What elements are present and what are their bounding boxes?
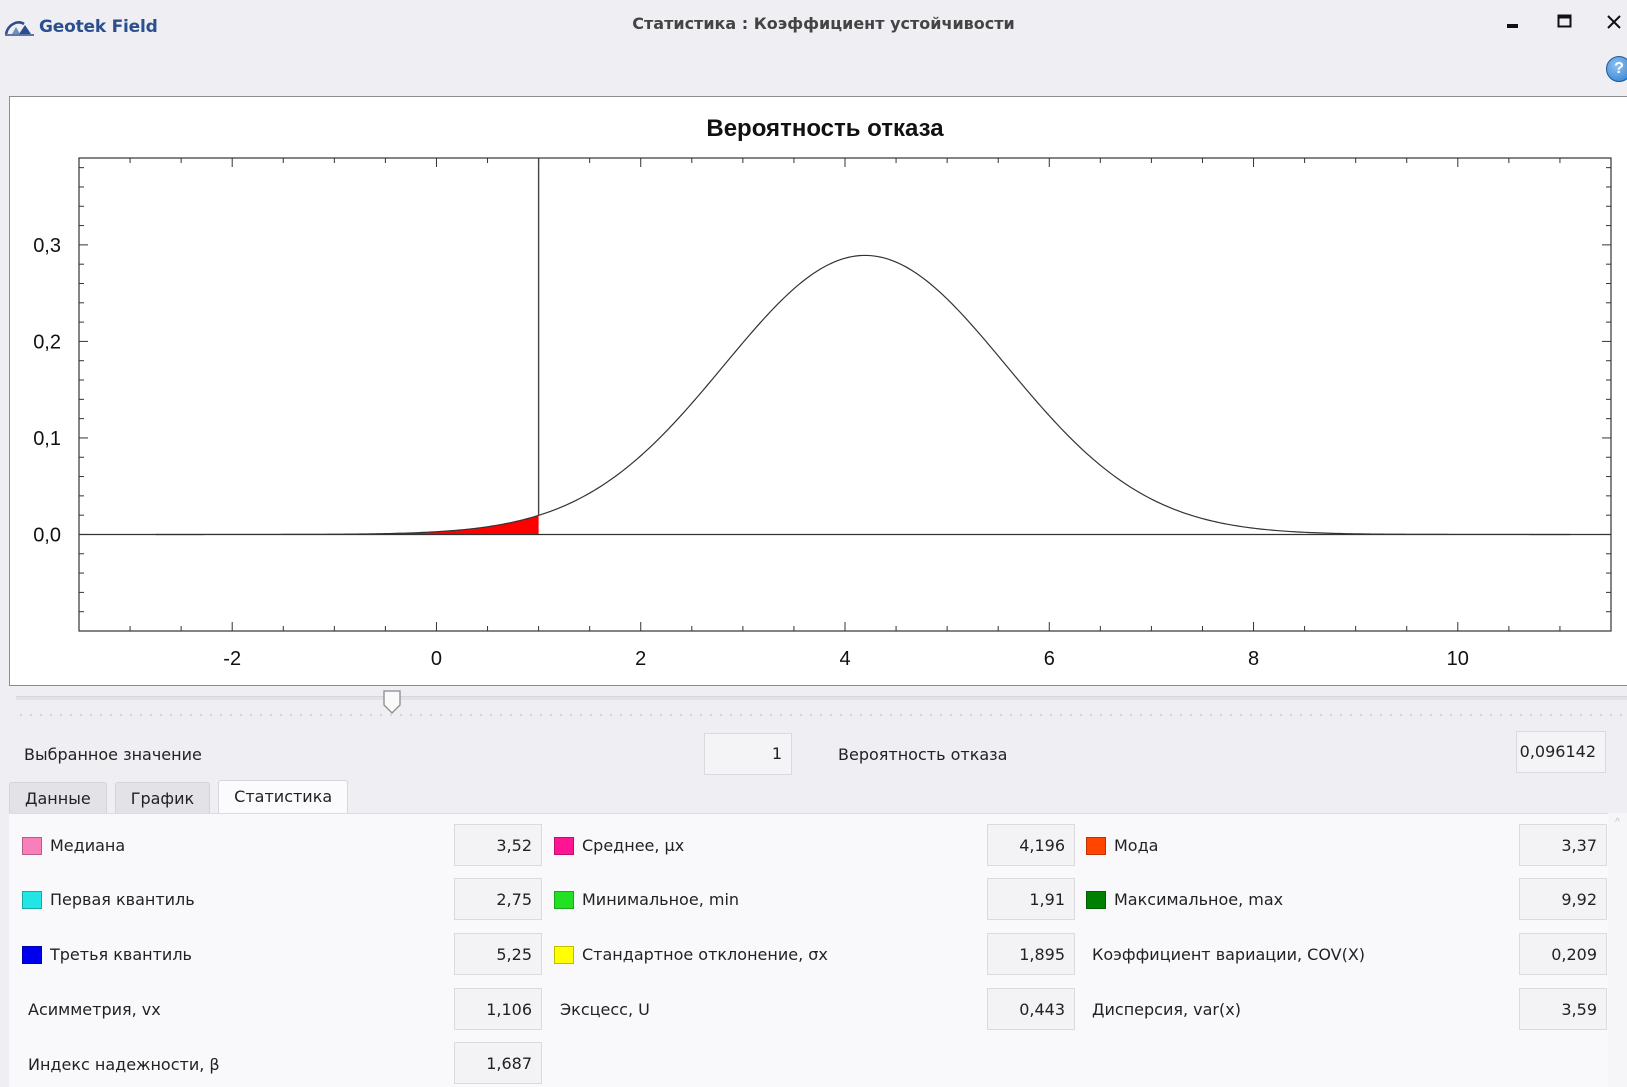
failure-region [155,515,539,535]
first-quartile-value: 2,75 [454,878,542,920]
std-dev-label: Стандартное отклонение, σx [582,945,828,964]
mean-label: Среднее, μx [582,836,685,855]
max-swatch [1086,891,1106,909]
third-quartile-label: Третья квантиль [50,945,192,964]
slider-thumb[interactable] [383,690,401,714]
title-bar: Geotek Field Статистика : Коэффициент ус… [0,0,1627,50]
min-swatch [554,891,574,909]
max-value: 9,92 [1519,878,1607,920]
x-tick-label: 6 [1044,648,1055,670]
std-dev-swatch [554,946,574,964]
tab-statistics[interactable]: Статистика [218,780,349,814]
median-swatch [22,837,42,855]
slider-track[interactable] [16,696,1627,700]
app-logo: Geotek Field [4,16,158,38]
median-label: Медиана [50,836,126,855]
x-tick-label: -2 [223,648,241,670]
x-tick-label: 0 [431,648,442,670]
slider-tick-marks [16,714,1627,716]
chart-panel: Вероятность отказа -2 0 2 4 6 8 10 0,3 0,2 0,1 0,0 [9,96,1627,686]
help-button[interactable]: ? [1606,56,1627,82]
chart-title: Вероятность отказа [706,115,944,142]
y-tick-label: 0,1 [33,428,61,450]
maximize-button[interactable] [1548,6,1582,38]
x-tick-label: 2 [635,648,646,670]
selected-value-label: Выбранное значение [24,745,202,764]
variance-label: Дисперсия, var(x) [1092,1000,1241,1019]
x-tick-label: 8 [1248,648,1259,670]
minimize-button[interactable] [1496,6,1530,38]
min-label: Минимальное, min [582,890,740,909]
kurtosis-value: 0,443 [987,988,1075,1030]
cov-value: 0,209 [1519,933,1607,975]
plot-area-border [78,157,1612,632]
std-dev-value: 1,895 [987,933,1075,975]
stats-scrollbar[interactable]: ^ [1608,813,1627,1087]
x-tick-label: 4 [839,648,850,670]
failure-probability-value: 0,096142 [1516,731,1606,773]
probability-chart: Вероятность отказа -2 0 2 4 6 8 10 0,3 0,2 0,1 0,0 [33,115,1612,670]
density-curve [155,254,1571,536]
reliability-index-value: 1,687 [454,1042,542,1084]
y-tick-label: 0,0 [33,524,61,546]
maximize-icon [1557,14,1572,28]
failure-probability-label: Вероятность отказа [838,745,1008,764]
mean-swatch [554,837,574,855]
median-value: 3,52 [454,824,542,866]
mode-swatch [1086,837,1106,855]
value-slider[interactable] [16,690,1627,720]
scroll-up-icon[interactable]: ^ [1615,817,1620,828]
mean-value: 4,196 [987,824,1075,866]
close-icon [1607,15,1621,29]
max-label: Максимальное, max [1114,890,1284,909]
minimize-icon [1507,24,1518,28]
first-quartile-label: Первая квантиль [50,890,195,909]
y-tick-label: 0,2 [33,331,61,353]
selected-value-input[interactable]: 1 [704,733,792,775]
third-quartile-value: 5,25 [454,933,542,975]
app-name: Geotek Field [39,17,158,37]
variance-value: 3,59 [1519,988,1607,1030]
window-title: Статистика : Коэффициент устойчивости [632,14,1015,33]
x-tick-label: 10 [1447,648,1469,670]
kurtosis-label: Эксцесс, U [560,1000,650,1019]
geotek-logo-icon [4,21,34,36]
mode-value: 3,37 [1519,824,1607,866]
close-button[interactable] [1597,6,1627,38]
tab-graph[interactable]: График [114,782,211,814]
mode-label: Мода [1114,836,1159,855]
cov-label: Коэффициент вариации, COV(X) [1092,945,1366,964]
reliability-index-label: Индекс надежности, β [28,1055,220,1074]
tab-data[interactable]: Данные [9,782,107,814]
third-quartile-swatch [22,946,42,964]
min-value: 1,91 [987,878,1075,920]
skewness-label: Асимметрия, vx [28,1000,161,1019]
first-quartile-swatch [22,891,42,909]
y-tick-label: 0,3 [33,235,61,257]
tab-bar: Данные График Статистика [9,780,349,814]
skewness-value: 1,106 [454,988,542,1030]
statistics-panel [9,813,1627,1087]
